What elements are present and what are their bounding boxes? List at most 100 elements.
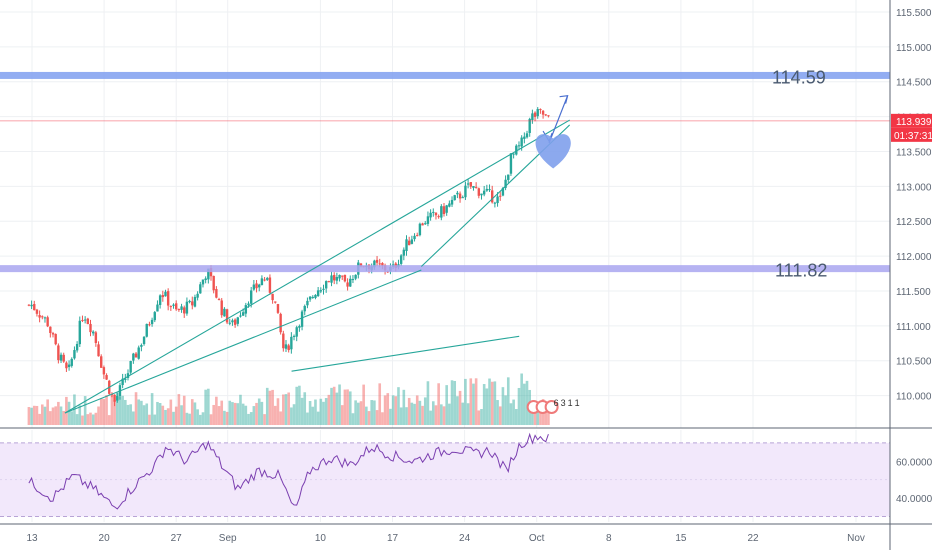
volume-bar (375, 410, 379, 425)
volume-bar (81, 415, 84, 425)
volume-bar (410, 402, 414, 425)
volume-bar (504, 395, 507, 425)
volume-bar (461, 402, 465, 425)
candle-body (531, 113, 534, 121)
volume-bar (515, 409, 518, 425)
candle-body (199, 284, 202, 294)
volume-bar (137, 399, 141, 425)
rsi-line (28, 432, 549, 510)
volume-bar (536, 402, 540, 425)
candle-body (450, 199, 454, 205)
candle-body (191, 301, 194, 306)
volume-bar (265, 387, 269, 425)
volume-bar (450, 380, 454, 425)
candle-body (480, 193, 483, 196)
candle-body (405, 239, 408, 252)
volume-bar (46, 399, 49, 425)
volume-bar (389, 408, 392, 425)
candle-body (258, 284, 261, 288)
volume-bar (115, 392, 119, 425)
candle-body (279, 313, 282, 333)
candle-body (172, 304, 175, 306)
volume-bar (54, 406, 57, 425)
candle-body (228, 322, 231, 324)
candle-body (338, 274, 341, 279)
marker-count: 1 (575, 398, 580, 408)
candle-body (145, 323, 148, 337)
date-tick-label: 17 (387, 533, 399, 544)
volume-bar (523, 383, 526, 425)
volume-bar (59, 406, 63, 425)
horizontal-levels: 114.59 111.82 (0, 67, 890, 281)
volume-bar (365, 406, 368, 425)
volume-bar (544, 410, 548, 425)
candle-body (413, 235, 416, 240)
candle-body (148, 324, 151, 326)
candle-body (231, 320, 234, 323)
candle-body (239, 315, 242, 317)
candle-body (81, 319, 84, 321)
candle-body (236, 317, 239, 324)
candle-body (27, 304, 31, 306)
volume-bar (498, 406, 502, 425)
candle-body (51, 333, 55, 335)
volume-bar (252, 406, 256, 425)
candle-body (166, 291, 170, 306)
volume-bar (348, 391, 352, 425)
date-tick-label: 10 (315, 533, 327, 544)
candlesticks (27, 107, 550, 407)
volume-bar (311, 406, 315, 425)
volume-bar (263, 414, 266, 425)
volume-bar (456, 396, 459, 425)
candle-body (67, 364, 71, 368)
level-label-2: 111.82 (775, 261, 827, 281)
candle-body (183, 307, 186, 314)
candle-body (539, 109, 542, 111)
volume-bar (57, 401, 60, 425)
volume-bar (292, 404, 296, 425)
volume-bar (255, 402, 258, 425)
volume-bar (340, 405, 344, 425)
candle-body (298, 326, 301, 328)
rsi-tick-label: 40.0000 (896, 494, 932, 505)
candle-body (461, 197, 464, 199)
candle-body (94, 332, 98, 343)
volume-bar (464, 378, 467, 425)
volume-bar (231, 402, 234, 425)
candle-body (124, 378, 127, 380)
volume-bar (241, 403, 245, 425)
volume-bar (91, 414, 95, 425)
price-tick-label: 115.500 (896, 8, 932, 19)
candle-body (306, 300, 309, 306)
volume-bar (512, 399, 515, 425)
candle-body (220, 300, 223, 316)
price-tick-label: 115.000 (896, 43, 932, 54)
candle-body (499, 195, 502, 197)
volume-bar (421, 405, 424, 425)
candle-body (244, 305, 248, 314)
volume-bar (156, 401, 159, 425)
volume-bar (413, 403, 416, 425)
date-tick-label: Sep (219, 533, 237, 544)
candle-body (381, 263, 384, 266)
volume-bar (273, 405, 277, 425)
heart-shape (535, 134, 571, 169)
date-tick-label: 22 (747, 533, 759, 544)
volume-bar (332, 386, 336, 425)
volume-bar (43, 406, 47, 425)
event-marker (544, 400, 559, 414)
volume-bar (102, 399, 106, 425)
trend-lines (64, 119, 571, 414)
volume-bar (378, 383, 382, 425)
candle-body (528, 118, 531, 133)
candle-body (488, 189, 491, 191)
volume-bar (295, 386, 299, 425)
candle-body (416, 235, 419, 237)
date-tick-label: 8 (606, 533, 612, 544)
candle-body (399, 255, 403, 264)
candle-body (290, 336, 293, 350)
candle-body (132, 353, 135, 361)
candle-body (464, 185, 467, 198)
